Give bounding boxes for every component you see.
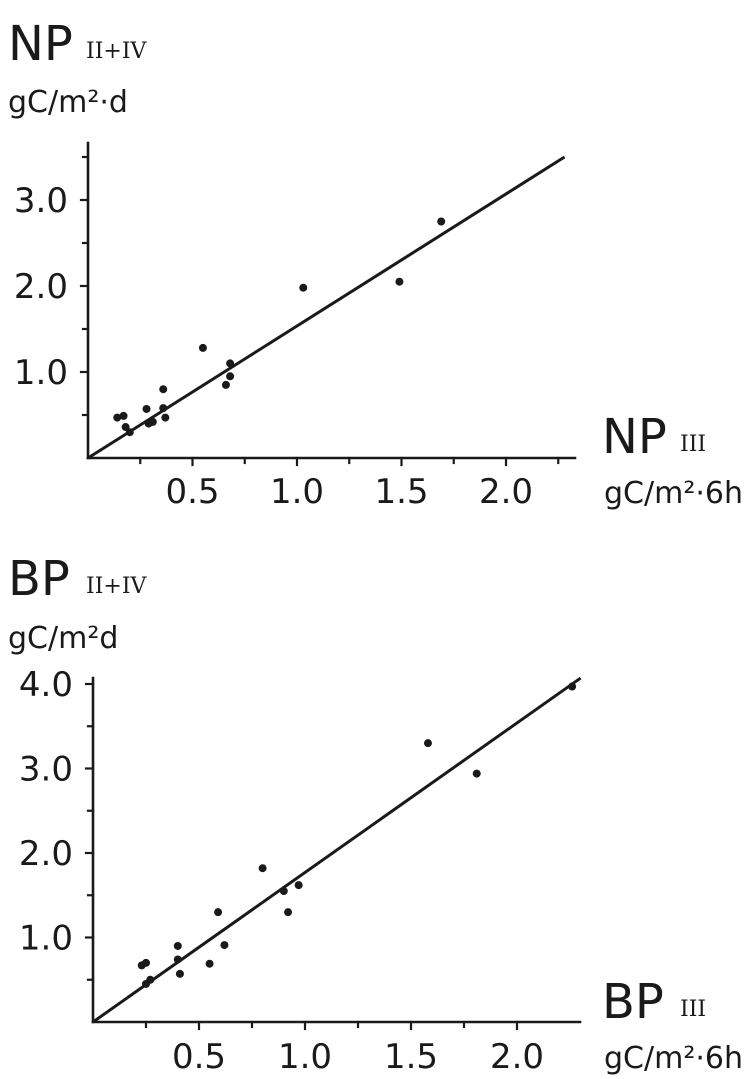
- bp-y-axis-unit: gC/m²d: [8, 621, 118, 656]
- np-data-point: [395, 277, 404, 286]
- np-marks: 1.0 2.0 3.0 0.5 1.0 1.5 2.0: [14, 155, 566, 512]
- np-y-tick-label: 3.0: [14, 181, 68, 221]
- bp-data-point: [173, 941, 182, 950]
- np-x-tick-label: 1.0: [270, 472, 324, 512]
- np-data-point: [159, 385, 168, 394]
- np-chart: NP II+IV gC/m²·d NP III gC/m²·6h 1.0 2.0 3…: [8, 16, 743, 512]
- bp-regression-line: [92, 676, 582, 1024]
- bp-data-point: [472, 769, 481, 778]
- bp-data-point: [142, 958, 150, 967]
- np-data-point: [159, 404, 168, 413]
- bp-y-tick-label: 1.0: [19, 919, 73, 959]
- np-data-point: [142, 404, 151, 413]
- bp-data-point: [175, 969, 184, 978]
- bp-x-tick-label: 0.5: [172, 1037, 226, 1077]
- bp-data-point: [294, 881, 303, 890]
- np-data-point: [221, 380, 230, 389]
- bp-data-point: [146, 975, 155, 984]
- np-data-point: [148, 417, 157, 426]
- np-y-axis-symbol: NP: [8, 16, 73, 72]
- bp-data-point: [284, 908, 293, 917]
- bp-marks: 1.0 2.0 3.0 4.0 0.5 1.0 1.5 2.0: [19, 665, 582, 1077]
- bp-y-axis-subscript: II+IV: [86, 574, 148, 599]
- bp-x-tick-label: 2.0: [490, 1037, 544, 1077]
- np-data-point: [198, 343, 207, 352]
- bp-data-point: [258, 864, 267, 873]
- np-x-tick-label: 1.5: [374, 472, 428, 512]
- np-x-tick-label: 2.0: [479, 472, 533, 512]
- np-x-tick-label: 0.5: [165, 472, 219, 512]
- np-data-point: [299, 283, 308, 292]
- np-data-point: [125, 428, 134, 437]
- bp-data-point: [173, 955, 182, 964]
- bp-data-point: [568, 682, 577, 691]
- bp-x-tick-label: 1.5: [384, 1037, 438, 1077]
- bp-data-point: [205, 959, 214, 968]
- bp-data-point: [279, 887, 288, 896]
- bp-data-point: [214, 908, 223, 917]
- np-x-axis-subscript: III: [680, 432, 706, 457]
- bp-y-tick-label: 3.0: [19, 750, 73, 790]
- np-y-tick-label: 1.0: [14, 353, 68, 393]
- np-data-point: [437, 217, 446, 226]
- np-regression-line: [87, 155, 566, 460]
- np-data-point: [161, 413, 170, 422]
- bp-y-tick-label: 4.0: [19, 665, 73, 705]
- bp-x-tick-label: 1.0: [278, 1037, 332, 1077]
- np-y-tick-label: 2.0: [14, 267, 68, 307]
- bp-data-point: [220, 941, 229, 950]
- bp-y-tick-label: 2.0: [19, 834, 73, 874]
- bp-y-axis-symbol: BP: [8, 551, 70, 607]
- bp-data-point: [423, 739, 432, 748]
- np-x-axis-unit: gC/m²·6h: [604, 476, 743, 511]
- np-y-axis-subscript: II+IV: [86, 39, 148, 64]
- bp-x-axis-symbol: BP: [602, 974, 664, 1030]
- bp-x-axis-subscript: III: [680, 997, 706, 1022]
- bp-chart: BP II+IV gC/m²d BP III gC/m²·6h 1.0 2.0 3.…: [8, 551, 743, 1077]
- np-x-axis-symbol: NP: [602, 409, 667, 465]
- np-data-point: [113, 413, 122, 422]
- np-data-point: [226, 372, 235, 381]
- np-data-point: [119, 411, 128, 420]
- np-y-axis-unit: gC/m²·d: [8, 85, 128, 120]
- bp-x-axis-unit: gC/m²·6h: [604, 1041, 743, 1076]
- np-data-point: [226, 359, 235, 368]
